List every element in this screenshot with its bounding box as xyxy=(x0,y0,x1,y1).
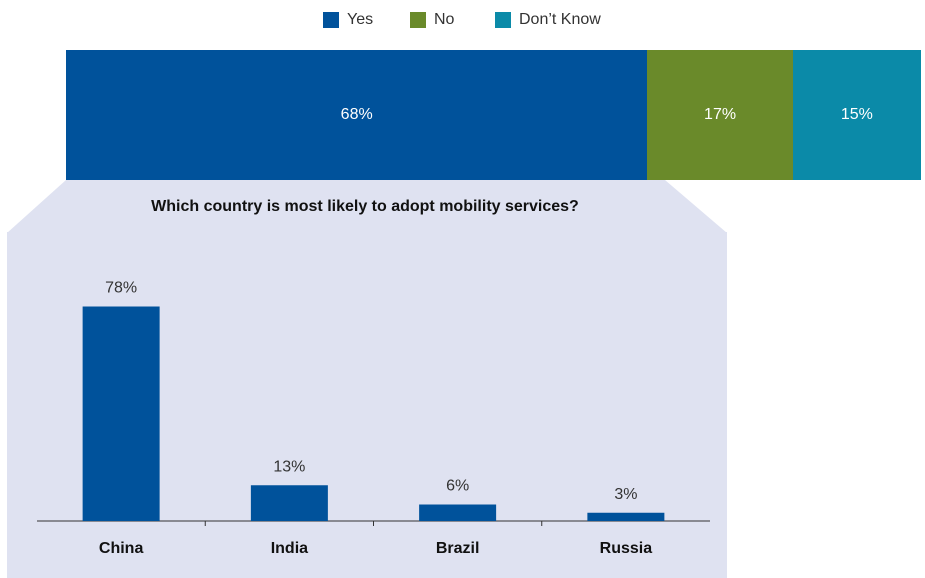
category-label-russia: Russia xyxy=(600,540,653,557)
stack-segment-no: 17% xyxy=(647,50,793,180)
country-bar-chart: 78% China 13% India 6% Brazil 3% Russia xyxy=(37,280,710,557)
stack-label-dont-know: 15% xyxy=(840,106,873,123)
callout-connector xyxy=(7,180,727,233)
stack-label-no: 17% xyxy=(704,106,737,123)
legend: Yes No Don’t Know xyxy=(0,10,925,30)
legend-item-yes: Yes xyxy=(323,10,373,30)
legend-label-yes: Yes xyxy=(347,11,374,28)
bar-label-china: 78% xyxy=(105,280,137,297)
stack-segment-yes: 68% xyxy=(66,50,648,180)
callout-connector-shape xyxy=(7,180,727,233)
category-label-brazil: Brazil xyxy=(436,540,480,557)
category-label-china: China xyxy=(99,540,144,557)
bar-india xyxy=(250,485,328,521)
bar-china xyxy=(82,306,160,521)
legend-swatch-yes xyxy=(323,12,339,28)
bar-russia xyxy=(587,512,665,521)
stacked-bar: 68% 17% 15% xyxy=(66,50,921,180)
category-label-india: India xyxy=(271,540,308,557)
legend-label-dont-know: Don’t Know xyxy=(519,11,601,28)
legend-item-no: No xyxy=(410,10,454,30)
stack-segment-dont-know: 15% xyxy=(792,50,921,180)
legend-label-no: No xyxy=(434,11,455,28)
bar-label-brazil: 6% xyxy=(446,478,469,495)
sub-chart-title: Which country is most likely to adopt mo… xyxy=(151,198,579,215)
bar-label-russia: 3% xyxy=(614,486,637,503)
stack-label-yes: 68% xyxy=(340,106,373,123)
legend-swatch-no xyxy=(410,12,426,28)
bar-brazil xyxy=(419,504,497,521)
legend-item-dont-know: Don’t Know xyxy=(495,10,601,30)
bar-label-india: 13% xyxy=(273,458,305,475)
legend-swatch-dont-know xyxy=(495,12,511,28)
